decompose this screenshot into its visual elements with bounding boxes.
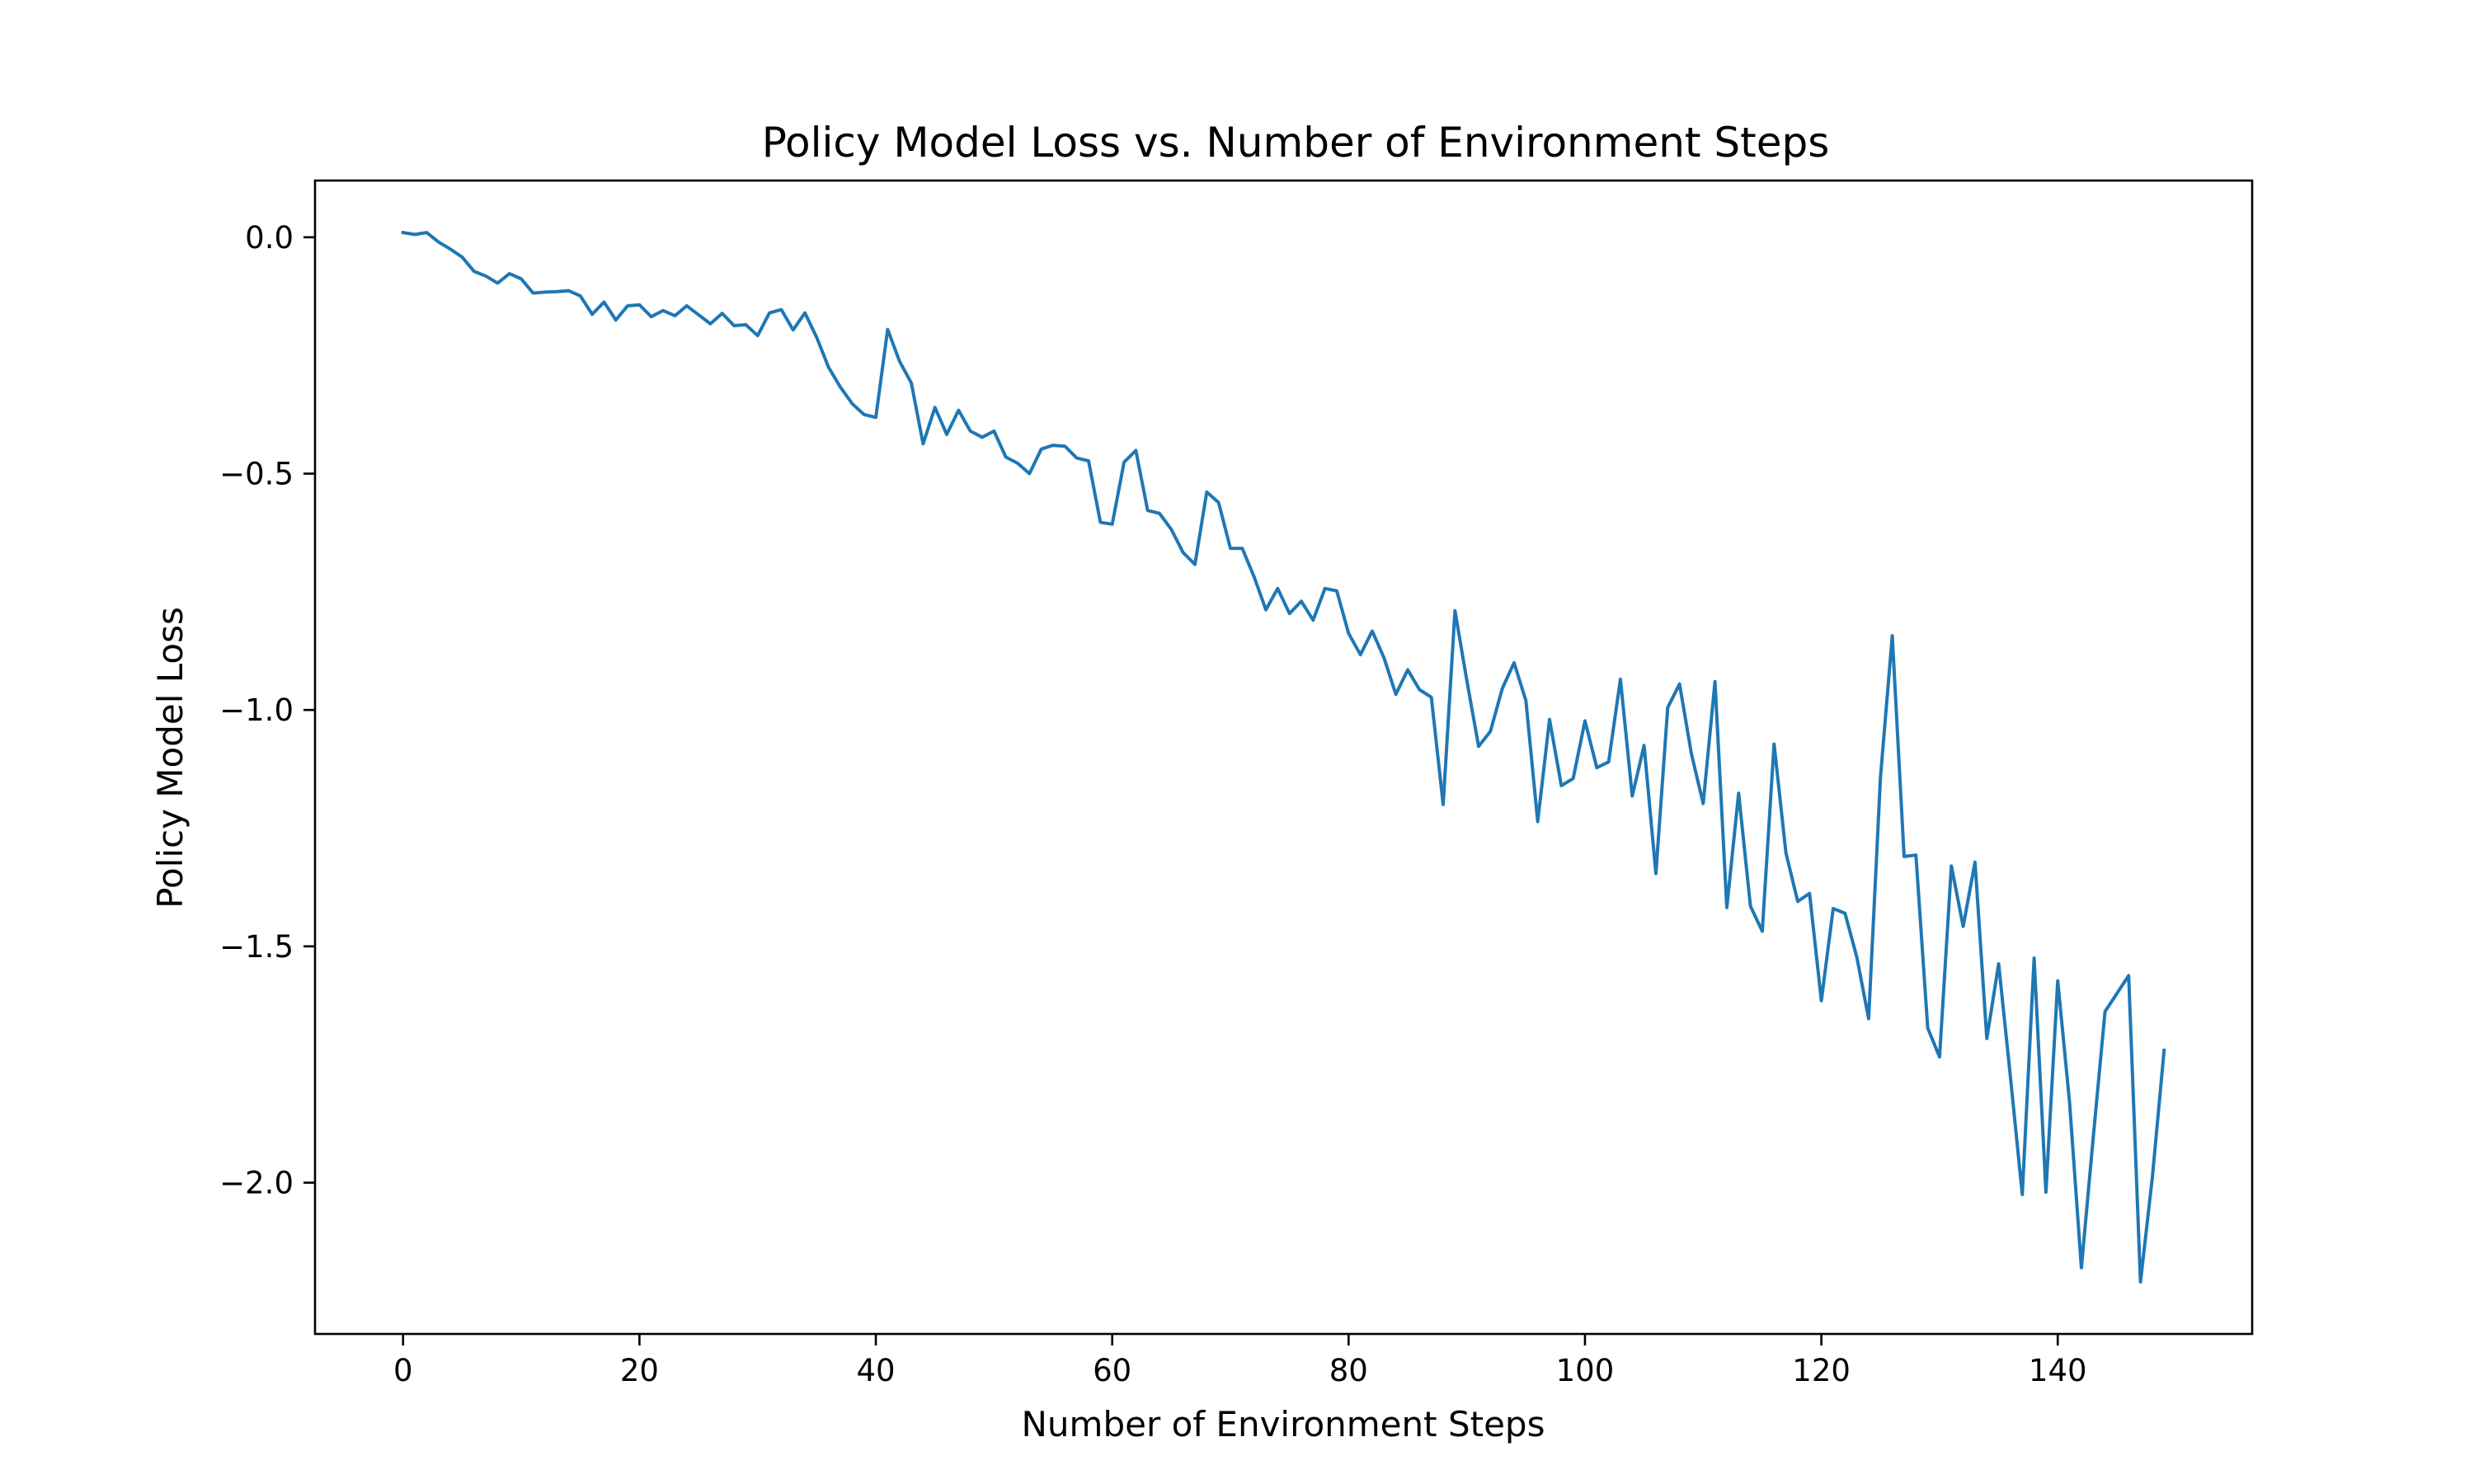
x-tick-label: 100 bbox=[1556, 1353, 1615, 1388]
y-axis: 0.0 −0.5 −1.0 −1.5 −2.0 bbox=[219, 220, 315, 1201]
x-tick-label: 40 bbox=[857, 1353, 896, 1388]
y-tick-label: −0.5 bbox=[219, 456, 294, 491]
x-tick-label: 0 bbox=[393, 1353, 413, 1388]
x-axis-label: Number of Environment Steps bbox=[1022, 1404, 1545, 1444]
x-tick-label: 80 bbox=[1329, 1353, 1368, 1388]
y-tick-label: −2.0 bbox=[219, 1166, 294, 1201]
y-tick-label: −1.0 bbox=[219, 693, 294, 728]
policy-loss-line bbox=[401, 230, 2166, 1284]
y-tick-label: 0.0 bbox=[245, 220, 294, 256]
y-tick-label: −1.5 bbox=[219, 929, 294, 965]
x-tick-label: 120 bbox=[1792, 1353, 1851, 1388]
x-axis: 0 20 40 60 80 100 120 140 bbox=[393, 1334, 2087, 1388]
x-tick-label: 60 bbox=[1093, 1353, 1131, 1388]
x-tick-label: 140 bbox=[2029, 1353, 2087, 1388]
x-tick-label: 20 bbox=[620, 1353, 659, 1388]
y-axis-label: Policy Model Loss bbox=[150, 607, 190, 909]
chart-title: Policy Model Loss vs. Number of Environm… bbox=[762, 119, 1830, 167]
plot-frame bbox=[313, 179, 2254, 1336]
